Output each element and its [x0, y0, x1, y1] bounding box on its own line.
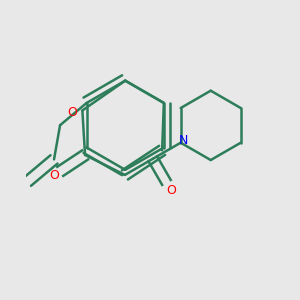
Text: O: O: [167, 184, 176, 197]
Text: O: O: [49, 169, 59, 182]
Text: N: N: [178, 134, 188, 147]
Text: O: O: [68, 106, 77, 119]
